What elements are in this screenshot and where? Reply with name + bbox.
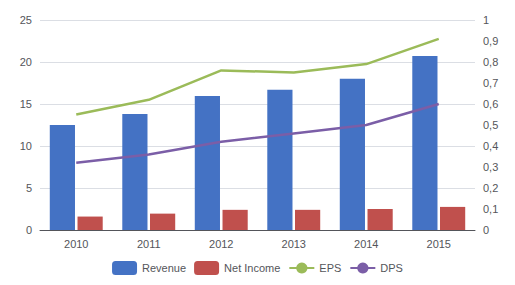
svg-text:0: 0	[483, 224, 489, 236]
svg-text:Net Income: Net Income	[224, 262, 280, 274]
svg-text:0,8: 0,8	[483, 56, 498, 68]
svg-text:0,5: 0,5	[483, 119, 498, 131]
svg-text:2011: 2011	[137, 238, 161, 250]
svg-text:0,1: 0,1	[483, 203, 498, 215]
svg-text:EPS: EPS	[319, 262, 341, 274]
svg-text:0,7: 0,7	[483, 77, 498, 89]
svg-text:2013: 2013	[282, 238, 306, 250]
svg-text:0,3: 0,3	[483, 161, 498, 173]
svg-text:2012: 2012	[209, 238, 233, 250]
svg-text:1: 1	[483, 14, 489, 26]
svg-text:15: 15	[20, 98, 32, 110]
svg-text:2010: 2010	[64, 238, 88, 250]
svg-text:2014: 2014	[354, 238, 378, 250]
svg-text:25: 25	[20, 14, 32, 26]
svg-text:0,4: 0,4	[483, 140, 498, 152]
svg-text:DPS: DPS	[380, 262, 403, 274]
svg-text:10: 10	[20, 140, 32, 152]
svg-text:Revenue: Revenue	[142, 262, 186, 274]
svg-text:20: 20	[20, 56, 32, 68]
svg-text:0: 0	[26, 224, 32, 236]
svg-text:2015: 2015	[427, 238, 451, 250]
svg-text:0,2: 0,2	[483, 182, 498, 194]
svg-text:0,6: 0,6	[483, 98, 498, 110]
svg-text:0,9: 0,9	[483, 35, 498, 47]
svg-text:5: 5	[26, 182, 32, 194]
